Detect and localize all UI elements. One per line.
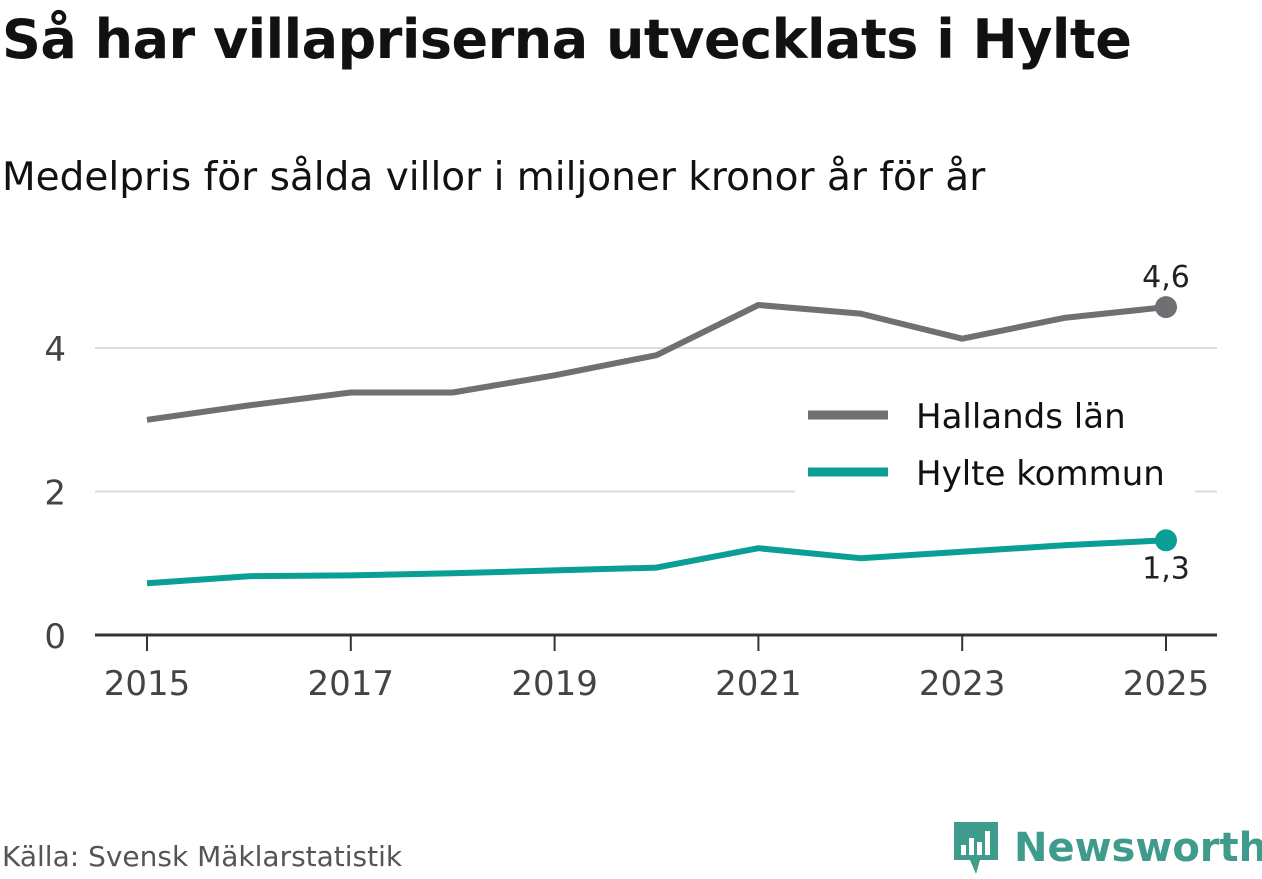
- brand-logo: Newsworthy: [950, 818, 1262, 878]
- y-tick-label: 4: [44, 330, 66, 370]
- series-line-hylte-kommun: [146, 537, 1167, 587]
- x-tick-label: 2019: [511, 664, 598, 704]
- chart-subtitle: Medelpris för sålda villor i miljoner kr…: [2, 155, 986, 200]
- series-layer: [146, 296, 1177, 587]
- source-note: Källa: Svensk Mäklarstatistik: [2, 840, 403, 873]
- legend-label: Hylte kommun: [916, 454, 1165, 494]
- y-tick-label: 2: [44, 474, 66, 514]
- end-value-label: 1,3: [1142, 551, 1190, 586]
- x-tick-label: 2025: [1123, 664, 1210, 704]
- x-tick-label: 2017: [308, 664, 395, 704]
- chart-title: Så har villapriserna utvecklats i Hylte: [2, 8, 1132, 71]
- brand-name: Newsworthy: [1014, 825, 1262, 871]
- end-labels: 4,6 1,3: [1142, 260, 1190, 586]
- legend-label: Hallands län: [916, 397, 1126, 437]
- series-line-hallands-lan: [146, 302, 1167, 423]
- legend-background: [795, 385, 1195, 495]
- x-tick-label: 2023: [919, 664, 1006, 704]
- end-value-label: 4,6: [1142, 260, 1190, 295]
- x-tick-label: 2021: [715, 664, 802, 704]
- y-tick-label: 0: [44, 617, 66, 657]
- line-chart: 0 2 4 2015 2017 2019 2021 2023 2025 Hallands län…: [44, 260, 1217, 704]
- series-end-point: [1155, 296, 1177, 319]
- axis-layer: 0 2 4 2015 2017 2019 2021 2023 2025: [44, 330, 1217, 704]
- newsworthy-logo-icon: [954, 822, 998, 874]
- series-end-point: [1155, 529, 1177, 552]
- legend: Hallands län Hylte kommun: [795, 385, 1195, 495]
- x-tick-label: 2015: [104, 664, 191, 704]
